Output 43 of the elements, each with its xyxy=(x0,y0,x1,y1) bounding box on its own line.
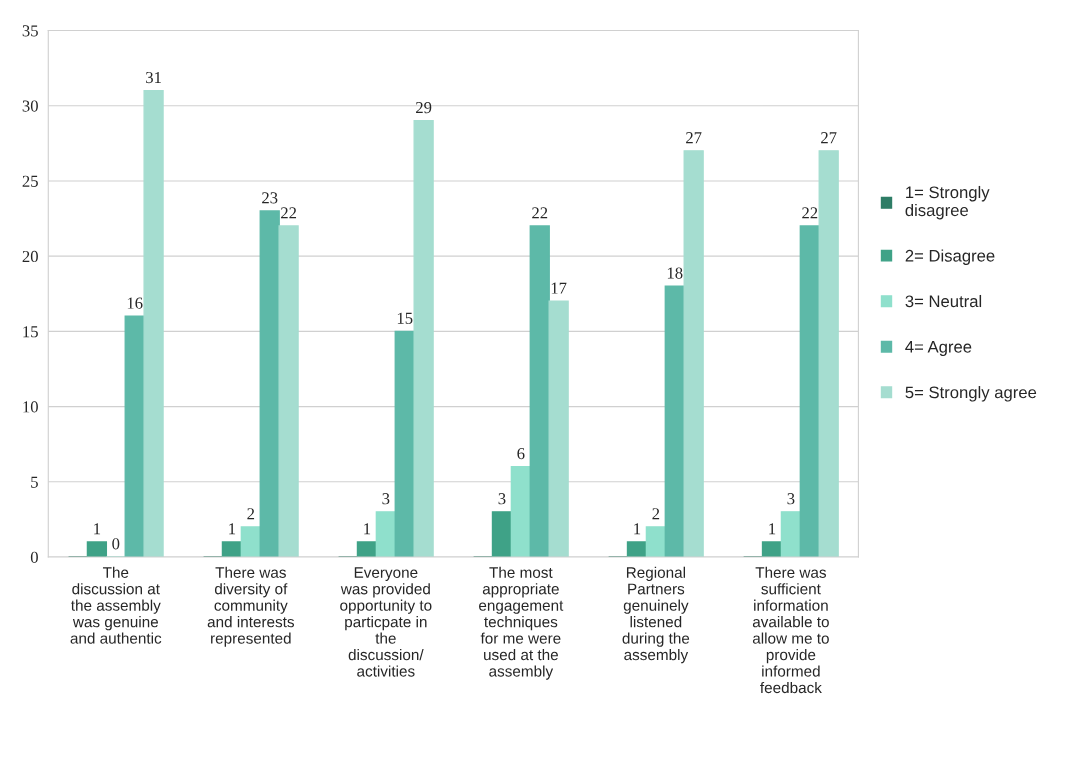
data-label: 0 xyxy=(112,538,120,550)
x-tick-label: Regional Partners genuinely listened during the assembly xyxy=(622,566,690,664)
data-label: 15 xyxy=(397,312,413,324)
legend-label: 4= Agree xyxy=(905,341,972,357)
data-label: 22 xyxy=(532,207,548,219)
data-label: 16 xyxy=(127,297,143,309)
data-label: 27 xyxy=(686,132,702,144)
data-label: 6 xyxy=(517,447,525,460)
y-tick-label: 25 xyxy=(22,175,38,187)
x-tick-label: There was sufficient information available to allow me to provide informed feedback xyxy=(752,566,829,694)
data-label: 2 xyxy=(247,508,255,520)
data-label: 31 xyxy=(146,71,161,84)
y-tick-label: 10 xyxy=(23,401,38,413)
x-tick-label: There was diversity of community and interests represented xyxy=(207,566,294,647)
y-tick-label: 5 xyxy=(31,476,38,488)
data-label: 27 xyxy=(821,132,837,144)
data-label: 1 xyxy=(229,523,236,535)
data-label: 1 xyxy=(364,523,371,535)
data-label: 23 xyxy=(262,192,278,204)
legend-label: 3= Neutral xyxy=(905,294,982,308)
data-label: 1 xyxy=(769,523,776,535)
y-tick-label: 30 xyxy=(22,100,38,112)
data-label: 1 xyxy=(94,523,101,535)
legend-label: 1= Strongly disagree xyxy=(905,185,990,220)
x-tick-label: The most appropriate engagement techniques for me were used at the assembly xyxy=(479,566,564,680)
data-label: 3 xyxy=(498,493,506,505)
data-label: 18 xyxy=(667,267,683,279)
y-tick-label: 35 xyxy=(22,25,38,37)
data-label: 3 xyxy=(787,493,795,505)
data-label: 3 xyxy=(382,493,390,505)
x-tick-label: The discussion at the assembly was genuine and authentic xyxy=(70,566,162,644)
data-label: 22 xyxy=(281,207,297,219)
y-tick-label: 0 xyxy=(30,551,38,563)
data-label: 29 xyxy=(416,102,432,114)
legend-label: 2= Disagree xyxy=(905,249,995,265)
x-tick-label: Everyone was provided opportunity to particpate in the discussion/ activities xyxy=(340,567,432,677)
data-label: 22 xyxy=(802,207,818,219)
y-tick-label: 15 xyxy=(23,326,38,338)
y-tick-label: 20 xyxy=(22,250,38,263)
data-label: 1 xyxy=(634,523,641,535)
data-label: 2 xyxy=(652,508,660,520)
data-label: 17 xyxy=(551,282,567,294)
legend-label: 5= Strongly agree xyxy=(905,386,1037,402)
